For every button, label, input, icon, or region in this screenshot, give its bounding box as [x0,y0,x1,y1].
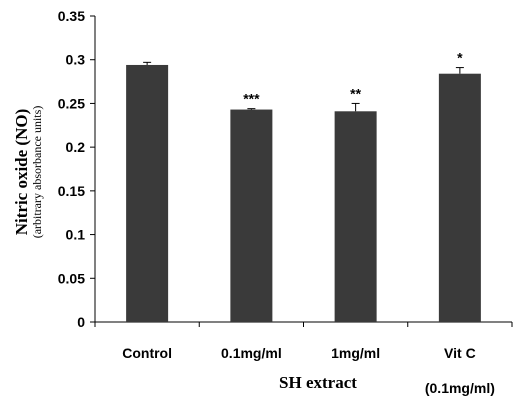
y-tick-label: 0.25 [58,95,85,111]
x-tick-label: Control [122,345,172,361]
y-tick-label: 0.3 [66,52,86,68]
significance-labels: *** *** [243,50,463,107]
bar [126,64,169,323]
significance-label: ** [350,85,361,101]
significance-label: *** [243,91,260,107]
y-axis-sublabel: (arbitrary absorbance units) [30,106,44,239]
y-axis-title: Nitric oxide (NO) (arbitrary absorbance … [12,106,44,239]
x-tick-sublabel: (0.1mg/ml) [425,380,495,396]
y-tick-label: 0 [77,314,85,330]
x-tick-label: 1mg/ml [331,345,380,361]
bars [126,64,481,323]
bar [438,73,481,323]
bar [230,109,273,322]
x-tick-label: Vit C [444,345,476,361]
y-tick-label: 0.35 [58,8,85,24]
x-group-label: SH extract [279,373,357,392]
error-bars [143,61,464,112]
y-tick-label: 0.05 [58,270,85,286]
y-tick-label: 0.2 [66,139,86,155]
bar [334,111,377,322]
y-tick-label: 0.15 [58,183,85,199]
y-axis: 0 0.05 0.1 0.15 0.2 0.25 0.3 0.35 [58,8,96,330]
significance-label: * [457,50,463,66]
y-axis-label: Nitric oxide (NO) [12,109,31,236]
y-tick-label: 0.1 [66,227,86,243]
x-tick-label: 0.1mg/ml [221,345,282,361]
